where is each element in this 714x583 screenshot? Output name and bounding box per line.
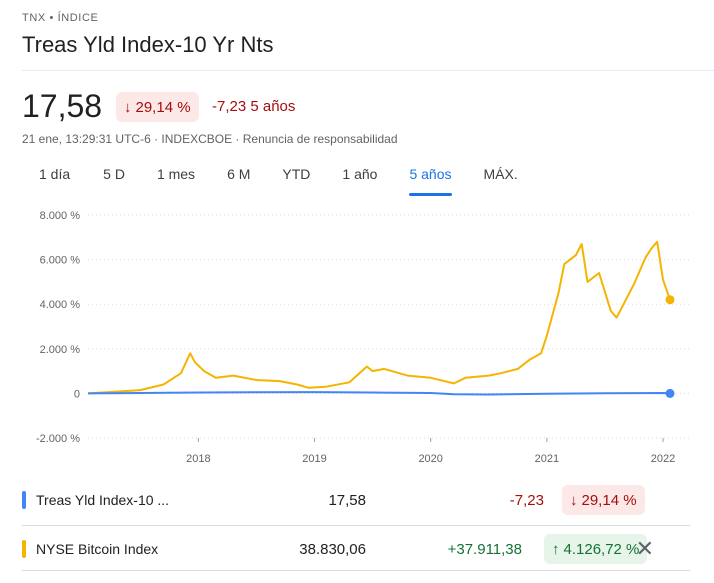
- compare-change-abs: -7,23: [509, 491, 544, 509]
- arrow-up-icon: ↑: [552, 540, 560, 558]
- tab-1-year[interactable]: 1 año: [342, 166, 378, 182]
- x-tick-label: 2019: [302, 453, 326, 465]
- change-percent-value: 29,14 %: [135, 98, 191, 116]
- y-tick-label: -2.000 %: [36, 433, 80, 445]
- compare-change-pct-badge: ↑ 4.126,72 %: [544, 534, 648, 564]
- compare-row-tnx[interactable]: Treas Yld Index-10 ... 17,58 -7,23 ↓ 29,…: [22, 477, 690, 523]
- header-divider: [22, 70, 714, 71]
- x-tick-label: 2020: [418, 453, 442, 465]
- tab-6-months[interactable]: 6 M: [227, 166, 251, 182]
- series-line: [87, 391, 671, 396]
- tab-ytd[interactable]: YTD: [282, 166, 311, 182]
- symbol-kicker: TNX • ÍNDICE: [22, 12, 99, 24]
- quote-meta: 21 ene, 13:29:31 UTC-6 · INDEXCBOE · Ren…: [22, 132, 398, 146]
- arrow-down-icon: ↓: [570, 491, 578, 509]
- y-tick-label: 2.000 %: [40, 344, 81, 356]
- compare-price: 17,58: [328, 491, 366, 509]
- tab-1-month[interactable]: 1 mes: [156, 166, 196, 182]
- y-tick-label: 8.000 %: [40, 210, 81, 222]
- arrow-down-icon: ↓: [124, 98, 132, 116]
- y-tick-label: 4.000 %: [40, 299, 81, 311]
- y-tick-label: 6.000 %: [40, 255, 81, 267]
- change-absolute: -7,23 5 años: [212, 98, 296, 115]
- series-line: [87, 240, 671, 395]
- y-tick-label: 0: [74, 388, 80, 400]
- x-tick-label: 2021: [535, 453, 559, 465]
- range-tabs: 1 día 5 D 1 mes 6 M YTD 1 año 5 años MÁX…: [22, 160, 518, 196]
- row-divider: [22, 570, 690, 571]
- compare-price: 38.830,06: [299, 540, 366, 558]
- series-end-point: [665, 295, 675, 305]
- tab-1-day[interactable]: 1 día: [39, 166, 71, 182]
- compare-change-abs: +37.911,38: [447, 540, 522, 558]
- page-title: Treas Yld Index-10 Yr Nts: [22, 32, 274, 57]
- compare-change-pct: 29,14 %: [581, 491, 637, 509]
- row-divider: [22, 525, 690, 526]
- tab-max[interactable]: MÁX.: [483, 166, 518, 182]
- compare-change-pct-badge: ↓ 29,14 %: [562, 485, 645, 515]
- change-percent-badge: ↓ 29,14 %: [116, 92, 199, 122]
- series-end-point: [665, 388, 675, 398]
- x-tick-label: 2022: [651, 453, 675, 465]
- compare-row-bitcoin[interactable]: NYSE Bitcoin Index 38.830,06 +37.911,38 …: [22, 526, 690, 572]
- price-chart[interactable]: 8.000 % 6.000 % 4.000 % 2.000 % 0 -2.000 % 20…: [0, 200, 714, 475]
- remove-comparison-button[interactable]: ✕: [635, 536, 654, 561]
- compare-change-pct: 4.126,72 %: [563, 540, 640, 558]
- series-color-marker: [22, 491, 26, 509]
- compare-name: Treas Yld Index-10 ...: [36, 492, 170, 508]
- current-price: 17,58: [22, 88, 103, 124]
- x-tick-label: 2018: [186, 453, 210, 465]
- series-color-marker: [22, 540, 26, 558]
- tab-5-days[interactable]: 5 D: [103, 166, 125, 182]
- tab-5-years[interactable]: 5 años: [409, 160, 452, 196]
- compare-name: NYSE Bitcoin Index: [36, 541, 159, 557]
